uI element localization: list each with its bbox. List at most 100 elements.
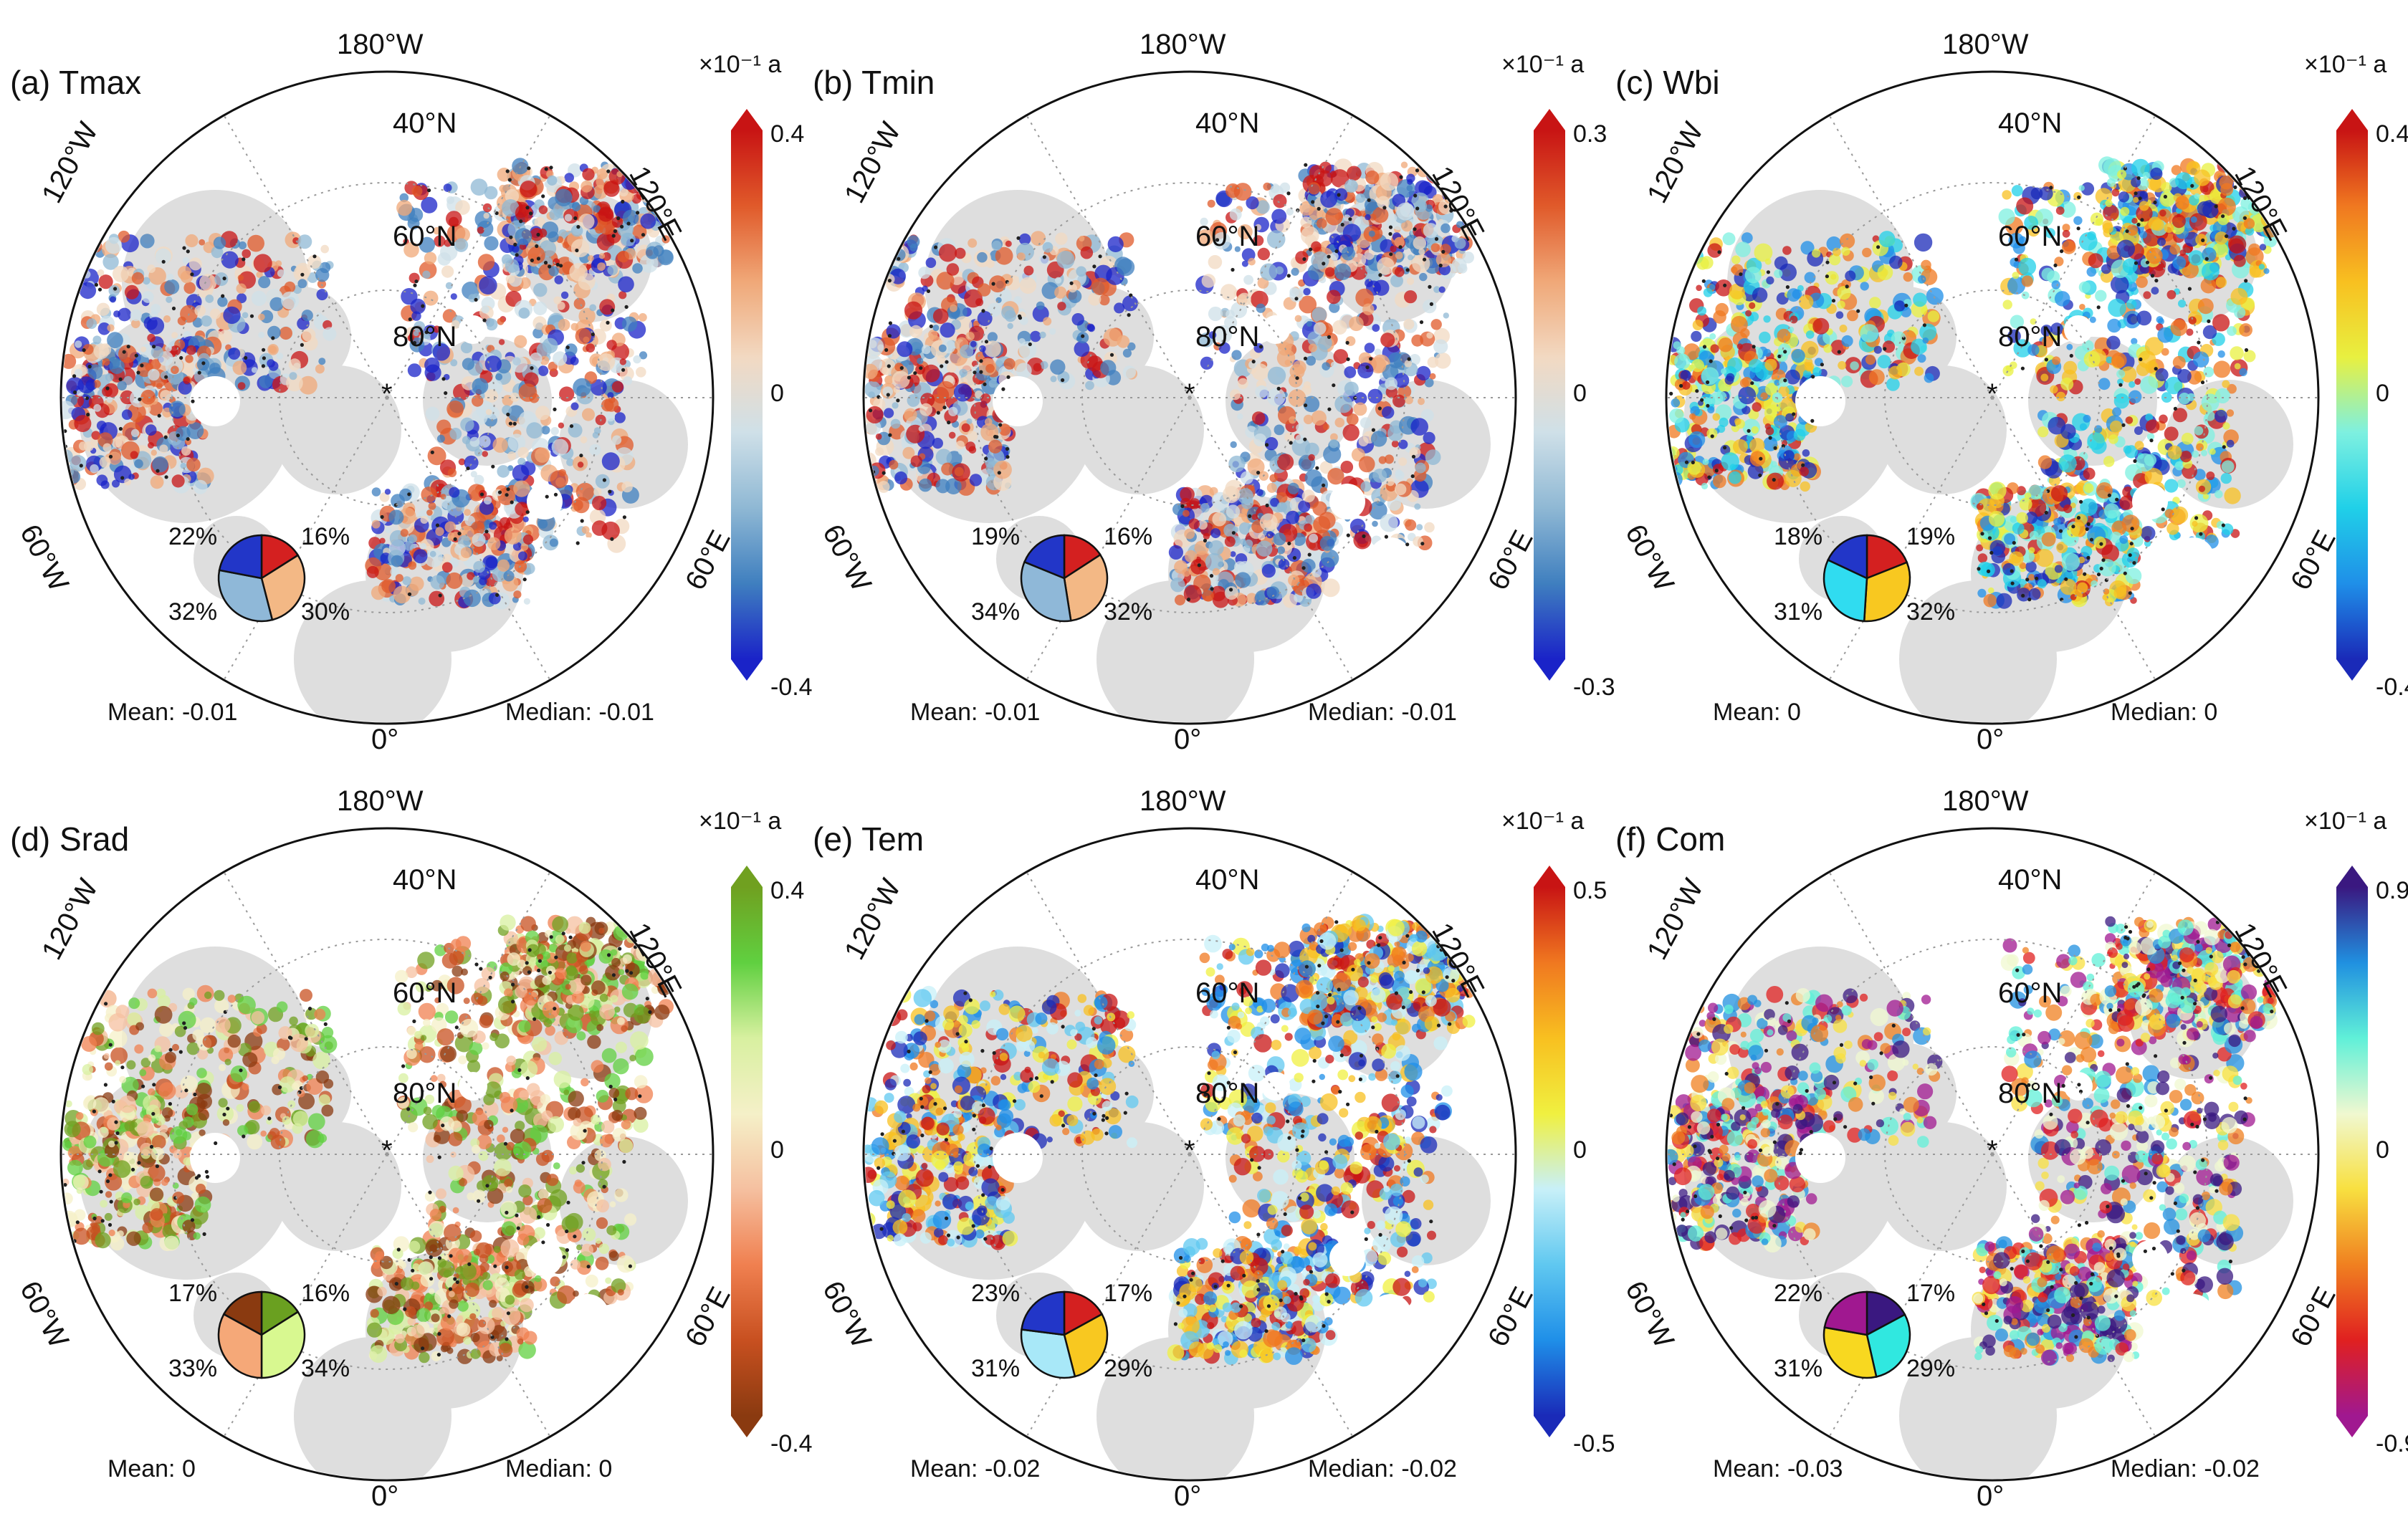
trend-cell (2012, 272, 2020, 279)
significance-dot (1069, 281, 1074, 285)
trend-cell (970, 340, 977, 348)
trend-cell (1030, 330, 1041, 342)
trend-cell (569, 263, 588, 282)
lat-label-80n: 80°N (1195, 321, 1260, 353)
trend-cell (1243, 274, 1253, 285)
trend-cell (118, 307, 132, 322)
trend-cell (1423, 299, 1437, 314)
significance-dot (548, 264, 552, 269)
significance-dot (1371, 428, 1375, 432)
significance-dot (186, 437, 190, 441)
trend-cell (1403, 318, 1415, 330)
significance-dot (1295, 376, 1299, 380)
significance-dot (1018, 316, 1023, 320)
trend-cell (1889, 255, 1903, 269)
trend-cell (902, 446, 915, 459)
trend-cell (607, 392, 614, 399)
trend-cell (977, 251, 988, 263)
lake (1329, 484, 1365, 519)
trend-cell (520, 542, 529, 551)
trend-cell (1346, 413, 1359, 426)
trend-cell (1068, 283, 1077, 293)
significance-dot (1248, 514, 1252, 519)
trend-cell (155, 248, 171, 264)
trend-cell (1267, 366, 1286, 385)
trend-cell (1987, 587, 1994, 594)
significance-dot (606, 169, 611, 173)
significance-dot (913, 371, 917, 375)
significance-dot (1327, 407, 1332, 411)
trend-cell (1237, 378, 1248, 389)
significance-dot (973, 370, 977, 375)
trend-cell (99, 456, 111, 468)
trend-cell (407, 217, 420, 230)
significance-dot (984, 340, 989, 344)
significance-dot (1411, 454, 1416, 459)
significance-dot (1286, 274, 1291, 278)
trend-cell (556, 301, 565, 310)
trend-cell (399, 193, 409, 203)
trend-cell (449, 487, 460, 498)
trend-cell (1122, 348, 1132, 358)
trend-cell (165, 345, 172, 352)
trend-cell (1344, 366, 1357, 378)
significance-dot (1346, 357, 1350, 361)
trend-cell (575, 327, 591, 345)
trend-cell (2172, 355, 2186, 369)
significance-dot (1345, 340, 1349, 345)
trend-cell (1860, 282, 1869, 291)
trend-cell (441, 562, 453, 573)
significance-dot (536, 257, 541, 261)
trend-cell (550, 427, 559, 436)
trend-cell (599, 299, 616, 315)
trend-cell (2126, 299, 2137, 310)
trend-cell (1805, 330, 1815, 339)
significance-dot (1362, 534, 1366, 539)
trend-cell (973, 320, 980, 327)
trend-cell (424, 251, 437, 264)
trend-cell (979, 345, 986, 353)
significance-dot (152, 345, 156, 349)
significance-dot (1405, 268, 1410, 272)
significance-dot (608, 489, 612, 494)
trend-cell (1877, 355, 1891, 369)
trend-cell (87, 364, 103, 380)
trend-cell (919, 403, 932, 416)
trend-cell (1303, 287, 1311, 296)
significance-dot (261, 364, 265, 368)
trend-cell (218, 330, 232, 344)
pie-label-slice-4: 22% (168, 523, 218, 550)
trend-cell (109, 358, 125, 374)
trend-cell (1779, 377, 1789, 388)
trend-cell (1845, 270, 1856, 282)
trend-cell (1416, 524, 1423, 531)
trend-cell (1759, 331, 1771, 344)
trend-cell (2021, 275, 2033, 287)
significance-dot (438, 593, 442, 598)
trend-cell (1865, 354, 1876, 365)
trend-cell (1274, 424, 1285, 436)
trend-cell (418, 598, 426, 605)
trend-cell (436, 419, 452, 434)
trend-cell (918, 478, 932, 492)
trend-cell (904, 301, 923, 320)
trend-cell (74, 415, 92, 433)
trend-cell (470, 178, 488, 196)
trend-cell (497, 465, 510, 478)
trend-cell (419, 236, 436, 253)
significance-dot (1410, 474, 1415, 479)
significance-dot (1304, 403, 1308, 408)
trend-cell (1787, 288, 1801, 302)
trend-cell (446, 401, 464, 418)
trend-cell (1372, 520, 1378, 527)
trend-cell (1117, 258, 1135, 277)
trend-cell (1739, 378, 1749, 388)
trend-cell (237, 274, 244, 281)
significance-dot (1369, 357, 1373, 361)
trend-cell (124, 478, 132, 486)
lon-label-0: 0° (371, 724, 399, 755)
trend-cell (1681, 381, 1691, 390)
trend-cell (968, 446, 977, 454)
trend-cell (2002, 190, 2012, 200)
trend-cell (186, 457, 201, 472)
